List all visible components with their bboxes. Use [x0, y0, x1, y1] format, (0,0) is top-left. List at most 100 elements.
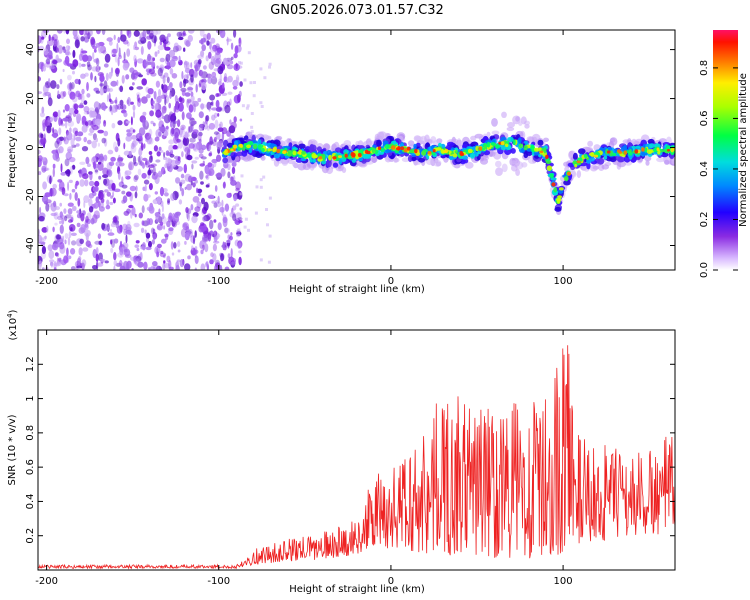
noise-blob	[149, 32, 154, 40]
noise-blob	[128, 162, 133, 171]
noise-blob	[112, 191, 115, 198]
noise-blob	[215, 173, 223, 178]
noise-blob	[103, 105, 106, 112]
noise-blob	[39, 206, 42, 214]
noise-blob	[90, 36, 95, 46]
noise-blob	[188, 104, 194, 113]
spectrogram-cell	[364, 153, 370, 159]
noise-blob	[168, 144, 174, 152]
spectrogram-cell	[553, 187, 558, 193]
noise-blob	[227, 171, 231, 179]
noise-blob	[63, 193, 69, 197]
noise-blob	[62, 117, 69, 122]
noise-blob	[217, 233, 221, 238]
noise-blob	[136, 86, 143, 90]
noise-blob	[154, 35, 157, 44]
noise-blob	[39, 112, 45, 118]
noise-blob	[56, 138, 61, 144]
spectrogram-xlabel: Height of straight line (km)	[289, 284, 425, 295]
noise-blob	[213, 230, 216, 240]
noise-blob	[46, 125, 52, 134]
spectrogram-cell	[479, 155, 485, 162]
noise-blob	[154, 246, 161, 255]
noise-blob	[76, 265, 83, 269]
noise-blob	[78, 62, 82, 68]
spectrogram-cell	[301, 150, 306, 155]
noise-blob	[41, 36, 45, 40]
noise-blob	[79, 238, 84, 244]
noise-blob	[122, 223, 128, 231]
noise-blob	[41, 195, 49, 204]
noise-blob	[212, 58, 217, 64]
noise-blob	[205, 115, 210, 122]
noise-blob	[113, 141, 117, 150]
noise-blob	[189, 68, 195, 78]
noise-blob	[200, 156, 207, 160]
spectrogram-cell	[593, 154, 599, 158]
noise-blob	[198, 111, 204, 119]
noise-blob	[105, 72, 109, 81]
noise-blob	[138, 212, 143, 219]
noise-blob	[180, 173, 185, 179]
noise-blob	[47, 97, 53, 107]
noise-blob	[143, 179, 150, 185]
noise-blob	[191, 163, 194, 170]
spectrogram-cell	[332, 156, 337, 160]
noise-blob	[103, 178, 108, 186]
noise-blob	[121, 190, 126, 195]
noise-blob	[200, 50, 205, 57]
noise-blob	[74, 183, 78, 190]
noise-blob	[113, 259, 118, 267]
noise-blob	[119, 247, 124, 256]
noise-blob	[183, 60, 188, 69]
noise-blob	[80, 36, 85, 42]
noise-blob	[190, 62, 193, 69]
noise-blob	[123, 51, 126, 61]
noise-blob	[48, 250, 55, 259]
noise-blob	[102, 49, 107, 55]
noise-blob	[106, 37, 113, 42]
noise-blob	[148, 164, 155, 169]
spectrogram-cell	[376, 139, 382, 147]
noise-blob	[121, 75, 125, 84]
noise-blob	[211, 107, 218, 111]
noise-blob	[237, 242, 242, 250]
noise-blob	[156, 95, 162, 104]
noise-blob	[38, 215, 45, 222]
noise-blob	[40, 133, 44, 138]
noise-blob	[99, 75, 105, 82]
noise-blob	[124, 254, 132, 259]
noise-blob	[215, 132, 221, 140]
spectrogram-cell	[260, 155, 266, 161]
spectrogram-cell	[410, 149, 415, 153]
snr-panel: -200 -100 0 100 0.2 0.4 0.6 0.8 1 1.2 Height of s…	[6, 309, 676, 595]
noise-blob	[148, 183, 153, 191]
noise-blob	[65, 30, 70, 35]
noise-blob	[57, 45, 64, 54]
noise-blob	[213, 112, 218, 119]
spectrogram-ytick-label: -40	[25, 237, 36, 253]
noise-blob	[78, 256, 82, 262]
noise-blob	[99, 258, 106, 262]
noise-blob	[110, 195, 114, 199]
noise-blob	[81, 146, 89, 152]
noise-blob	[179, 128, 183, 136]
noise-blob	[89, 171, 93, 181]
noise-blob	[163, 151, 166, 158]
noise-blob	[169, 92, 172, 99]
noise-blob	[213, 131, 219, 135]
noise-speckle	[262, 175, 266, 179]
noise-blob	[145, 246, 152, 251]
spectrogram-cell	[415, 142, 421, 148]
spectrogram-cell	[543, 137, 549, 142]
spectrogram-cell	[526, 136, 535, 142]
noise-blob	[220, 253, 224, 262]
spectrogram-cell	[491, 118, 498, 127]
noise-blob	[163, 254, 166, 259]
noise-blob	[223, 57, 228, 65]
noise-blob	[109, 98, 112, 103]
spectrogram-cell	[406, 146, 411, 151]
noise-blob	[179, 259, 185, 268]
noise-blob	[112, 197, 116, 204]
noise-blob	[151, 173, 158, 180]
